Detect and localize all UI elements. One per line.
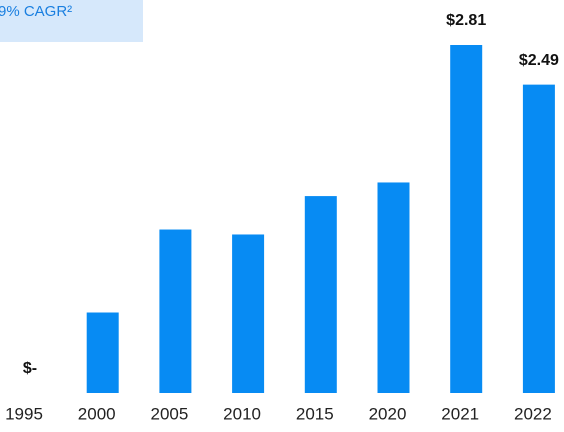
x-tick-label: 2005 <box>150 404 188 423</box>
bar <box>304 196 337 393</box>
x-tick-label: 2022 <box>514 404 552 423</box>
bar <box>522 84 555 394</box>
bar <box>232 234 265 393</box>
bar <box>450 45 483 393</box>
annotation: 9% CAGR² <box>0 3 72 20</box>
annotation-box <box>0 0 143 42</box>
value-label: $- <box>23 360 37 377</box>
x-tick-label: 2020 <box>369 404 407 423</box>
value-label: $2.49 <box>519 52 559 69</box>
value-label: $2.81 <box>446 12 486 29</box>
x-tick-label: 2000 <box>78 404 116 423</box>
bar <box>159 229 192 393</box>
bar <box>377 182 410 393</box>
x-tick-label: 2021 <box>441 404 479 423</box>
bar <box>86 312 119 393</box>
x-tick-label: 2015 <box>296 404 334 423</box>
x-tick-label: 2010 <box>223 404 261 423</box>
x-tick-label: 1995 <box>5 404 43 423</box>
